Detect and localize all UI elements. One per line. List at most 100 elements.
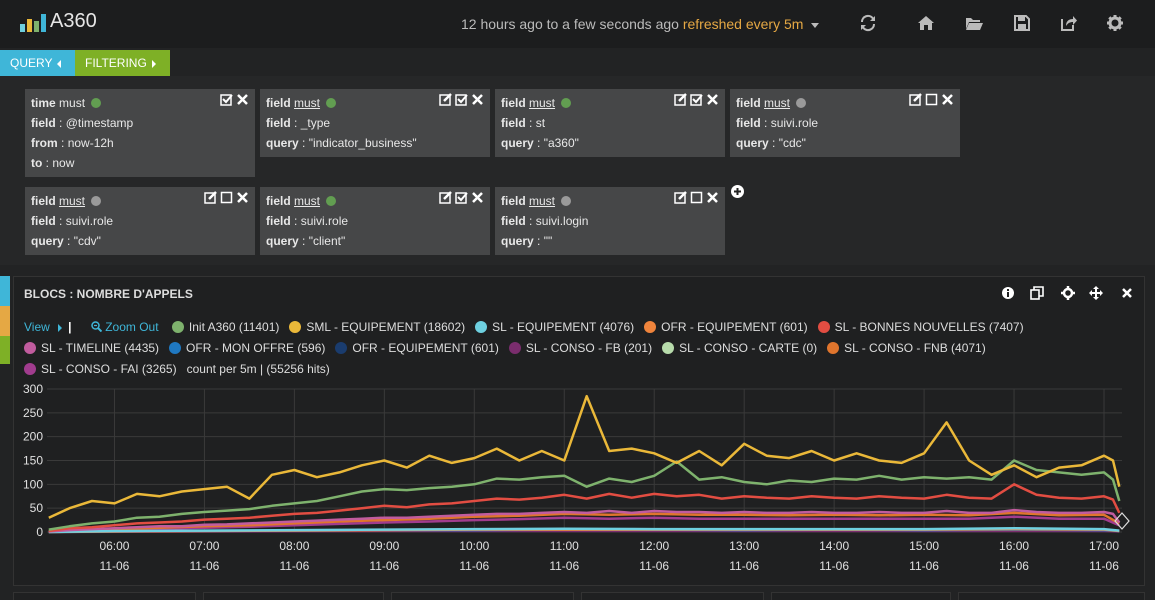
filter-status-dot[interactable] (91, 196, 102, 206)
legend-item[interactable]: OFR - MON OFFRE (596) (169, 338, 325, 359)
checkbox-empty-icon[interactable] (690, 191, 703, 204)
save-icon[interactable] (1013, 14, 1031, 32)
edit-icon[interactable] (204, 191, 217, 204)
panel-gear-icon[interactable] (1061, 286, 1075, 300)
checkbox-checked-icon[interactable] (220, 93, 233, 106)
tab-filtering[interactable]: FILTERING (75, 50, 170, 76)
legend-item[interactable]: SL - CONSO - FNB (4071) (827, 338, 986, 359)
edit-icon[interactable] (674, 191, 687, 204)
x-tick-time: 14:00 (819, 539, 849, 553)
legend-item[interactable]: SML - EQUIPEMENT (18602) (289, 317, 465, 338)
filter-mode[interactable]: must (294, 194, 321, 208)
view-menu[interactable]: View | (24, 317, 78, 338)
filter-mode[interactable]: must (529, 194, 556, 208)
legend-item[interactable]: SL - EQUIPEMENT (4076) (475, 317, 634, 338)
x-tick-date: 11-06 (369, 559, 399, 573)
legend-item[interactable]: Init A360 (11401) (171, 317, 279, 338)
legend-swatch (24, 363, 36, 375)
x-tick-date: 11-06 (100, 559, 130, 573)
close-icon[interactable] (236, 191, 249, 204)
brand[interactable]: A360 (20, 10, 97, 33)
legend-item[interactable]: SL - CONSO - CARTE (0) (662, 338, 817, 359)
legend-item[interactable]: SL - CONSO - FAI (3265) (24, 359, 177, 380)
legend-item[interactable]: SL - BONNES NOUVELLES (7407) (817, 317, 1024, 338)
share-icon[interactable] (1060, 14, 1078, 32)
filter-mode[interactable]: must (529, 96, 556, 110)
add-filter-icon[interactable] (731, 185, 744, 198)
move-icon[interactable] (1089, 286, 1103, 300)
side-strip-filter[interactable] (0, 336, 10, 364)
close-icon[interactable] (706, 93, 719, 106)
legend-item[interactable]: OFR - EQUIPEMENT (601) (644, 317, 808, 338)
view-label: View (24, 320, 50, 334)
filter-status-dot[interactable] (91, 98, 102, 108)
filter-mode[interactable]: must (294, 96, 321, 110)
close-icon[interactable] (471, 191, 484, 204)
filter-row: field : suivi.role (736, 116, 819, 130)
filter-value: "" (543, 234, 553, 248)
filter-mode[interactable]: must (764, 96, 791, 110)
checkbox-checked-icon[interactable] (455, 93, 468, 106)
home-icon[interactable] (917, 14, 935, 32)
x-tick-time: 11:00 (550, 539, 579, 553)
edit-icon[interactable] (439, 191, 452, 204)
filter-type: field (736, 96, 761, 110)
filter-header: field must (266, 193, 484, 213)
filter-status-dot[interactable] (326, 98, 337, 108)
close-icon[interactable] (471, 93, 484, 106)
close-icon[interactable] (236, 93, 249, 106)
filter-status-dot[interactable] (796, 98, 807, 108)
side-strip-query[interactable] (0, 276, 10, 306)
filter-row: field : st (501, 116, 546, 130)
filter-mode[interactable]: must (59, 96, 86, 110)
filter-card[interactable]: time must field : @timestamp from : now-… (25, 89, 255, 177)
legend-swatch (24, 342, 36, 354)
chevron-down-icon (811, 22, 820, 28)
edit-icon[interactable] (674, 93, 687, 106)
filter-type: field (266, 96, 291, 110)
filter-card[interactable]: field must field : suivi.role query : "c… (730, 89, 960, 157)
filter-card[interactable]: field must field : suivi.role query : "c… (260, 187, 490, 255)
filter-card[interactable]: field must field : suivi.role query : "c… (25, 187, 255, 255)
zoom-out-button[interactable]: Zoom Out (91, 317, 159, 338)
y-tick-label: 200 (23, 430, 43, 444)
close-icon[interactable] (706, 191, 719, 204)
checkbox-checked-icon[interactable] (690, 93, 703, 106)
legend-item[interactable]: OFR - EQUIPEMENT (601) (335, 338, 499, 359)
gear-icon[interactable] (1106, 14, 1124, 32)
filter-key: query (266, 234, 299, 248)
histogram-chart[interactable]: 0 50 100 150 200 250 300 06:00 11-06 07:00 11-06 08… (14, 377, 1144, 577)
checkbox-empty-icon[interactable] (220, 191, 233, 204)
x-tick-time: 17:00 (1089, 539, 1119, 553)
side-strip-orange[interactable] (0, 306, 10, 336)
edit-icon[interactable] (439, 93, 452, 106)
filter-mode[interactable]: must (59, 194, 86, 208)
close-icon[interactable] (941, 93, 954, 106)
time-range-picker[interactable]: 12 hours ago to a few seconds ago refres… (461, 16, 820, 32)
panel-close-icon[interactable] (1121, 286, 1133, 300)
filter-card[interactable]: field must field : _type query : "indica… (260, 89, 490, 157)
checkbox-checked-icon[interactable] (455, 191, 468, 204)
filter-status-dot[interactable] (561, 196, 572, 206)
legend-item[interactable]: SL - CONSO - FB (201) (508, 338, 653, 359)
filter-card[interactable]: field must field : suivi.login query : "… (495, 187, 725, 255)
checkbox-empty-icon[interactable] (925, 93, 938, 106)
folder-open-icon[interactable] (965, 14, 983, 32)
legend-label: SL - CONSO - FB (201) (525, 341, 653, 355)
filter-key: query (501, 234, 534, 248)
tab-query[interactable]: QUERY (0, 50, 75, 76)
x-tick-time: 06:00 (99, 539, 129, 553)
legend-label: SL - CONSO - FNB (4071) (844, 341, 986, 355)
filter-type: field (31, 194, 56, 208)
info-icon[interactable] (1001, 286, 1015, 300)
refresh-icon[interactable] (859, 14, 877, 32)
edit-icon[interactable] (909, 93, 922, 106)
filter-status-dot[interactable] (561, 98, 572, 108)
filter-card[interactable]: field must field : st query : "a360" (495, 89, 725, 157)
zoom-out-label: Zoom Out (105, 320, 159, 334)
filter-status-dot[interactable] (326, 196, 337, 206)
filter-row: field : _type (266, 116, 331, 130)
legend-item[interactable]: SL - TIMELINE (4435) (24, 338, 159, 359)
filter-key: to (31, 156, 43, 170)
duplicate-icon[interactable] (1030, 286, 1044, 300)
